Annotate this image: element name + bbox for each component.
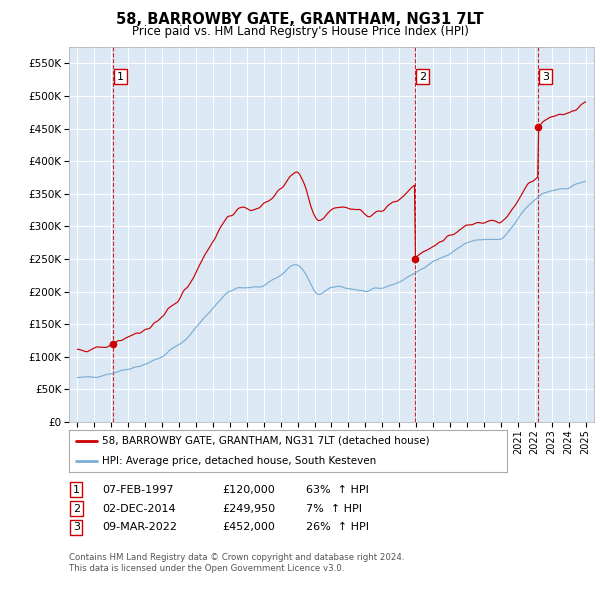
Text: 02-DEC-2014: 02-DEC-2014 bbox=[102, 504, 176, 513]
Text: 58, BARROWBY GATE, GRANTHAM, NG31 7LT (detached house): 58, BARROWBY GATE, GRANTHAM, NG31 7LT (d… bbox=[102, 436, 430, 446]
Text: £249,950: £249,950 bbox=[222, 504, 275, 513]
Text: 7%  ↑ HPI: 7% ↑ HPI bbox=[306, 504, 362, 513]
Text: 07-FEB-1997: 07-FEB-1997 bbox=[102, 485, 173, 494]
Text: £120,000: £120,000 bbox=[222, 485, 275, 494]
Text: 58, BARROWBY GATE, GRANTHAM, NG31 7LT: 58, BARROWBY GATE, GRANTHAM, NG31 7LT bbox=[116, 12, 484, 27]
Text: Contains HM Land Registry data © Crown copyright and database right 2024.: Contains HM Land Registry data © Crown c… bbox=[69, 553, 404, 562]
Text: 63%  ↑ HPI: 63% ↑ HPI bbox=[306, 485, 369, 494]
Text: 1: 1 bbox=[117, 71, 124, 81]
Text: £452,000: £452,000 bbox=[222, 523, 275, 532]
Text: 3: 3 bbox=[73, 523, 80, 532]
Text: 3: 3 bbox=[542, 71, 549, 81]
Text: 1: 1 bbox=[73, 485, 80, 494]
Text: 2: 2 bbox=[419, 71, 426, 81]
Text: 2: 2 bbox=[73, 504, 80, 513]
Text: HPI: Average price, detached house, South Kesteven: HPI: Average price, detached house, Sout… bbox=[102, 455, 376, 466]
Text: 26%  ↑ HPI: 26% ↑ HPI bbox=[306, 523, 369, 532]
Text: 09-MAR-2022: 09-MAR-2022 bbox=[102, 523, 177, 532]
Text: Price paid vs. HM Land Registry's House Price Index (HPI): Price paid vs. HM Land Registry's House … bbox=[131, 25, 469, 38]
Text: This data is licensed under the Open Government Licence v3.0.: This data is licensed under the Open Gov… bbox=[69, 565, 344, 573]
